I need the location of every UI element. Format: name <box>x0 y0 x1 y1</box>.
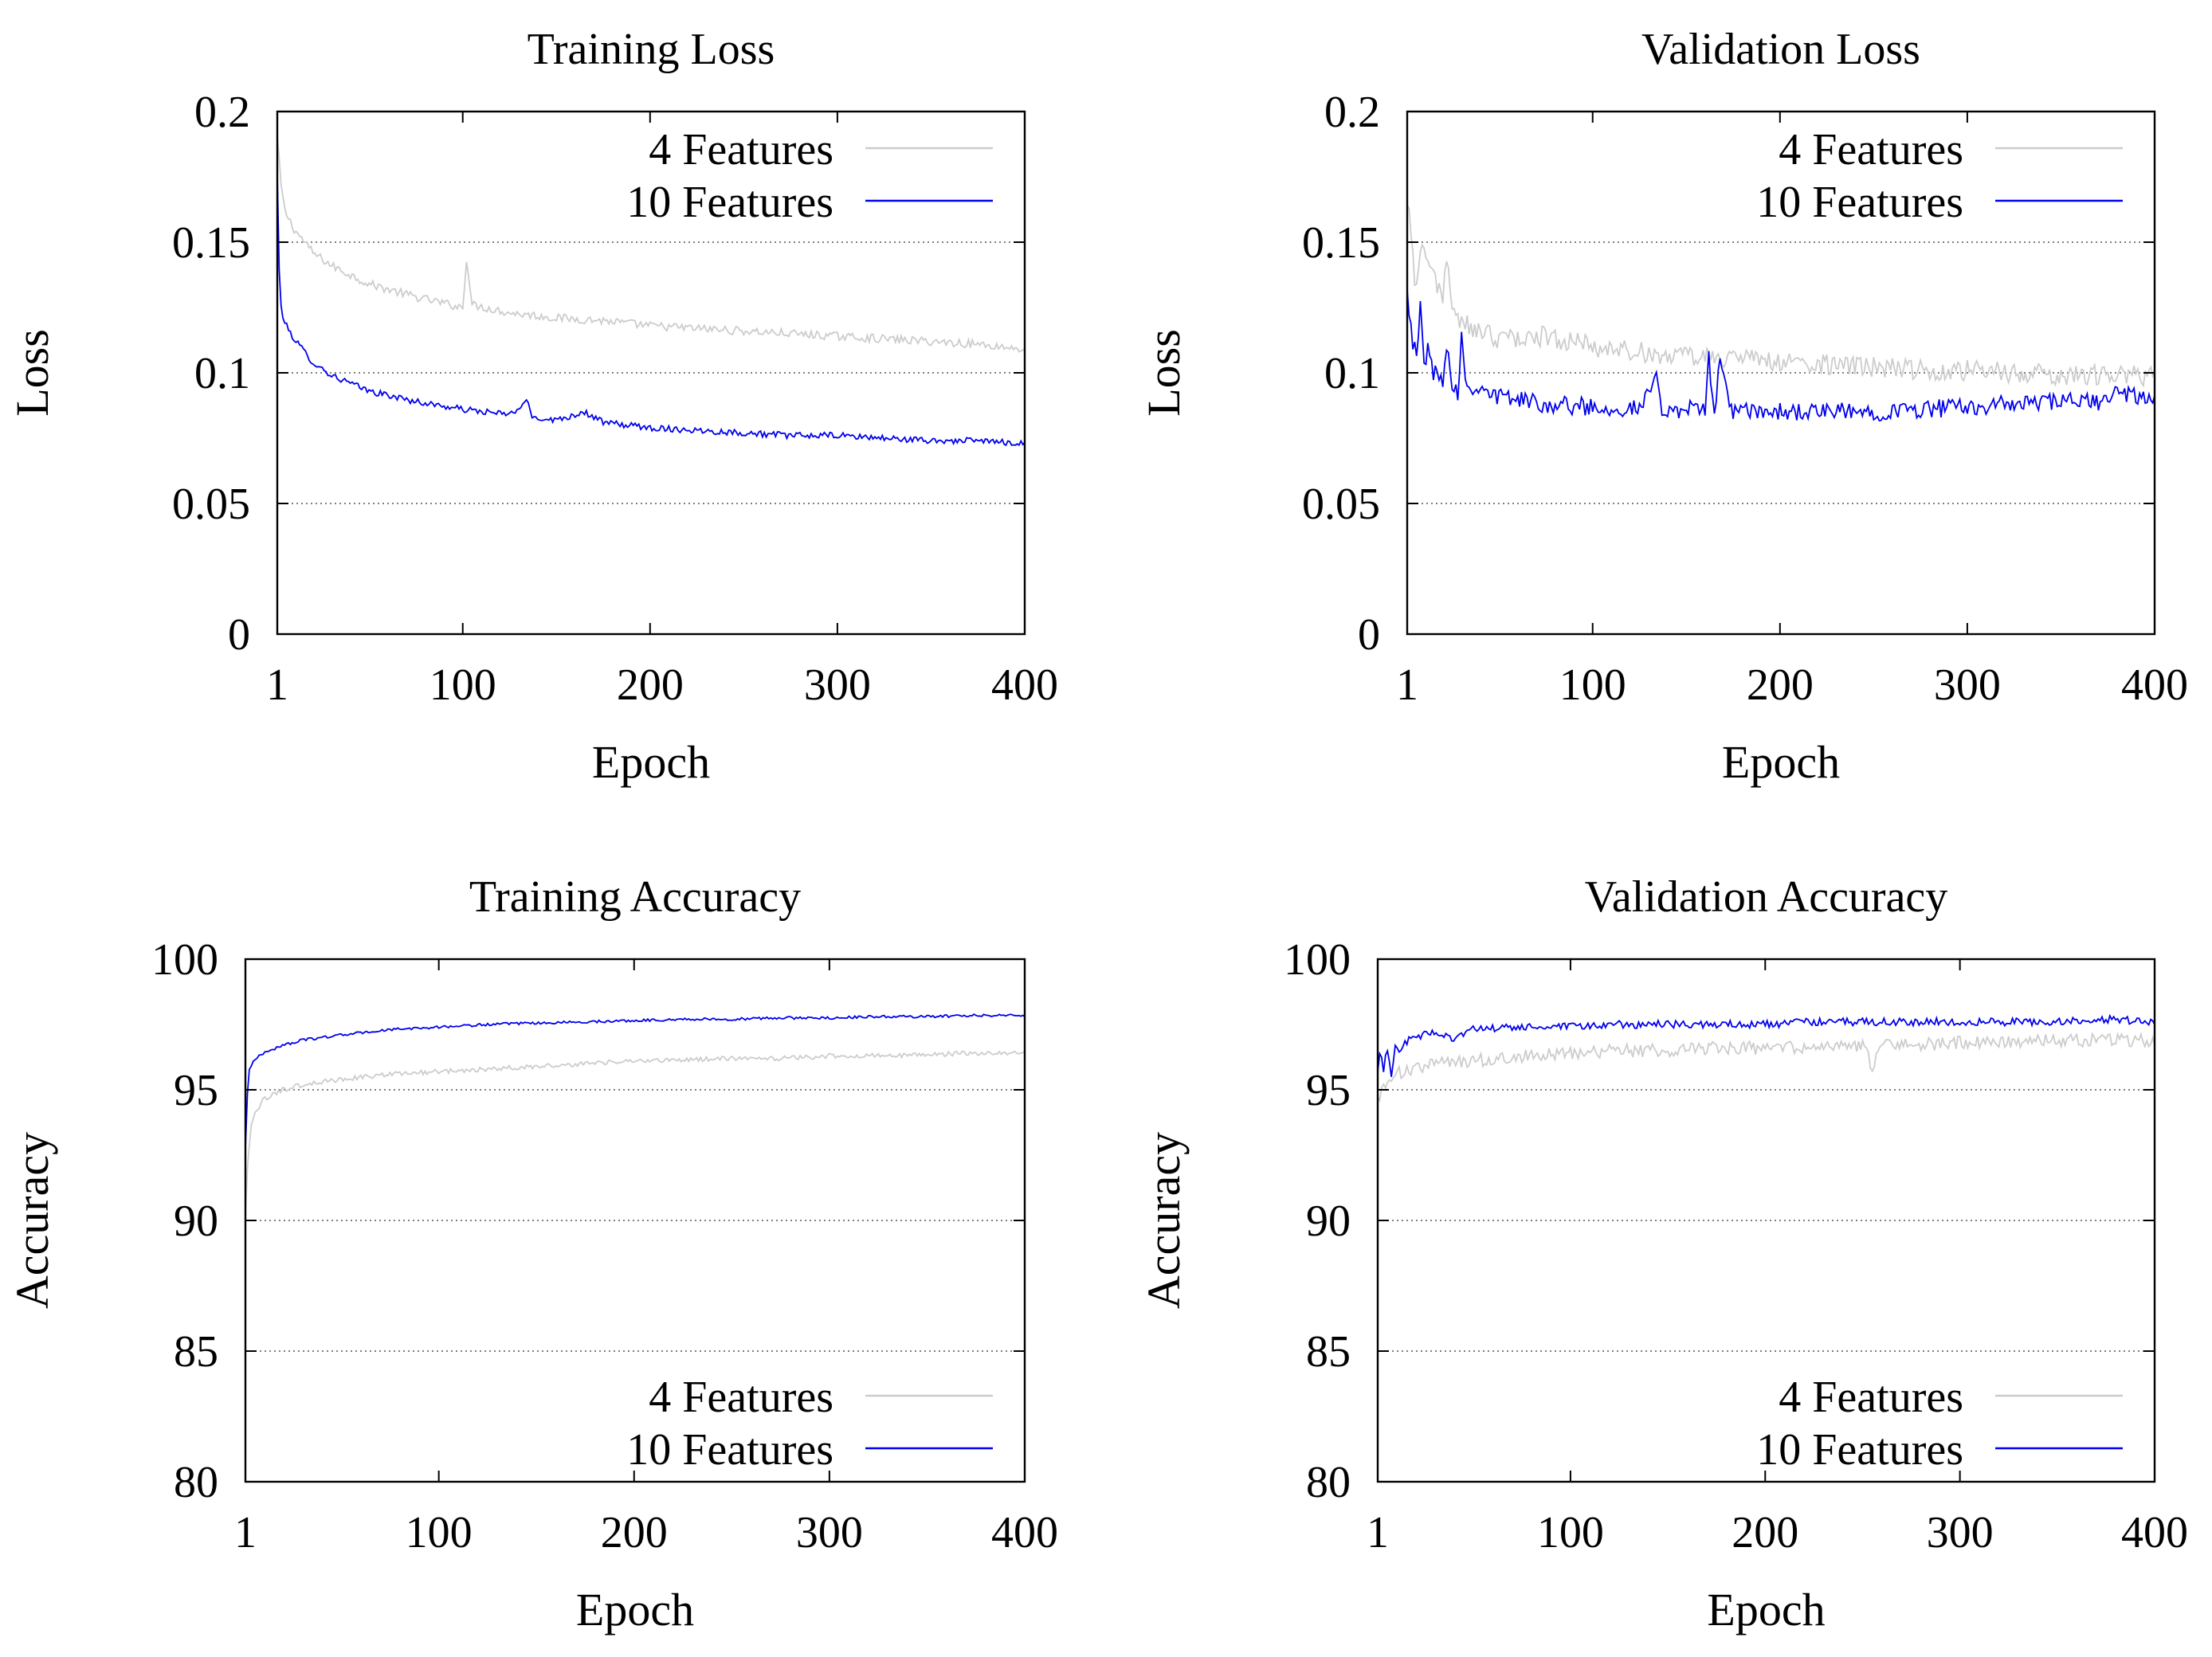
y-tick-label: 90 <box>1306 1197 1351 1246</box>
y-tick-label: 0.05 <box>1302 480 1380 529</box>
x-tick-label: 1 <box>1367 1508 1389 1557</box>
y-tick-label: 100 <box>1284 935 1351 985</box>
y-axis-label: Loss <box>1138 329 1190 417</box>
chart-title: Training Loss <box>528 25 775 74</box>
y-tick-label: 0.2 <box>1324 88 1380 137</box>
x-axis-label: Epoch <box>1722 736 1840 788</box>
series-line-4-features <box>276 136 1026 353</box>
panel-validation-loss: Validation Loss 0 0.05 0.1 0.15 0.2 1 100 200 300… <box>1138 25 2188 788</box>
series-line-4-features <box>1377 1032 2155 1103</box>
panel-training-accuracy: Training Accuracy 80 85 90 95 100 1 100 200 300 40… <box>6 872 1058 1635</box>
y-tick-label: 100 <box>151 935 218 985</box>
x-tick-label: 100 <box>1559 660 1626 710</box>
x-tick-label: 100 <box>429 660 496 710</box>
x-tick-label: 300 <box>804 660 871 710</box>
chart-title: Training Accuracy <box>469 872 801 922</box>
y-tick-label: 0.2 <box>194 88 250 137</box>
x-tick-label: 100 <box>406 1508 473 1557</box>
y-tick-label: 85 <box>174 1327 218 1377</box>
panel-validation-accuracy: Validation Accuracy 80 85 90 95 100 1 100 200 300… <box>1138 872 2188 1635</box>
x-tick-label: 400 <box>991 660 1058 710</box>
series-line-10-features <box>245 1013 1026 1148</box>
x-tick-label: 400 <box>2121 1508 2188 1557</box>
y-tick-label: 85 <box>1306 1327 1351 1377</box>
y-tick-label: 0.1 <box>194 349 250 398</box>
x-axis-label: Epoch <box>1707 1584 1825 1635</box>
y-tick-label: 95 <box>174 1066 218 1115</box>
x-tick-label: 200 <box>601 1508 668 1557</box>
y-axis-label: Loss <box>6 329 58 417</box>
x-tick-label: 1 <box>266 660 288 710</box>
y-tick-label: 0 <box>1358 610 1380 660</box>
y-tick-label: 0.1 <box>1324 349 1380 398</box>
plot-frame <box>244 958 1026 1483</box>
legend-label-10-features: 10 Features <box>626 1425 833 1475</box>
x-tick-label: 300 <box>1934 660 2001 710</box>
chart-title: Validation Accuracy <box>1585 872 1948 922</box>
legend-label-10-features: 10 Features <box>1756 1425 1963 1475</box>
x-tick-label: 1 <box>234 1508 257 1557</box>
y-tick-label: 90 <box>174 1197 218 1246</box>
x-tick-label: 100 <box>1537 1508 1604 1557</box>
y-tick-label: 95 <box>1306 1066 1351 1115</box>
legend-label-4-features: 4 Features <box>1779 125 1963 174</box>
series-line-10-features <box>1377 1013 2155 1077</box>
y-tick-label: 0.15 <box>1302 218 1380 268</box>
legend-label-4-features: 4 Features <box>649 1373 833 1422</box>
legend-label-10-features: 10 Features <box>626 178 833 227</box>
x-tick-label: 200 <box>1732 1508 1798 1557</box>
y-tick-label: 80 <box>174 1458 218 1507</box>
series-line-4-features <box>245 1050 1026 1216</box>
panel-training-loss: Training Loss 0 0.05 0.1 0.15 0.2 1 100 200 300 40… <box>6 25 1058 788</box>
legend-label-10-features: 10 Features <box>1756 178 1963 227</box>
series-line-10-features <box>1406 290 2155 421</box>
x-tick-label: 400 <box>2121 660 2188 710</box>
x-tick-label: 400 <box>991 1508 1058 1557</box>
x-axis-label: Epoch <box>576 1584 694 1635</box>
x-tick-label: 200 <box>617 660 684 710</box>
y-tick-label: 80 <box>1306 1458 1351 1507</box>
x-tick-label: 1 <box>1396 660 1418 710</box>
legend-label-4-features: 4 Features <box>1779 1373 1963 1422</box>
x-tick-label: 300 <box>1927 1508 1994 1557</box>
chart-title: Validation Loss <box>1641 25 1920 74</box>
x-tick-label: 300 <box>796 1508 863 1557</box>
series-line-4-features <box>1406 205 2155 388</box>
x-tick-label: 200 <box>1747 660 1814 710</box>
y-tick-label: 0.05 <box>172 480 250 529</box>
x-axis-label: Epoch <box>592 736 710 788</box>
legend-label-4-features: 4 Features <box>649 125 833 174</box>
series-line-10-features <box>276 175 1026 447</box>
y-axis-label: Accuracy <box>6 1132 58 1309</box>
y-tick-label: 0.15 <box>172 218 250 268</box>
y-axis-label: Accuracy <box>1138 1132 1190 1309</box>
y-tick-label: 0 <box>228 610 250 660</box>
